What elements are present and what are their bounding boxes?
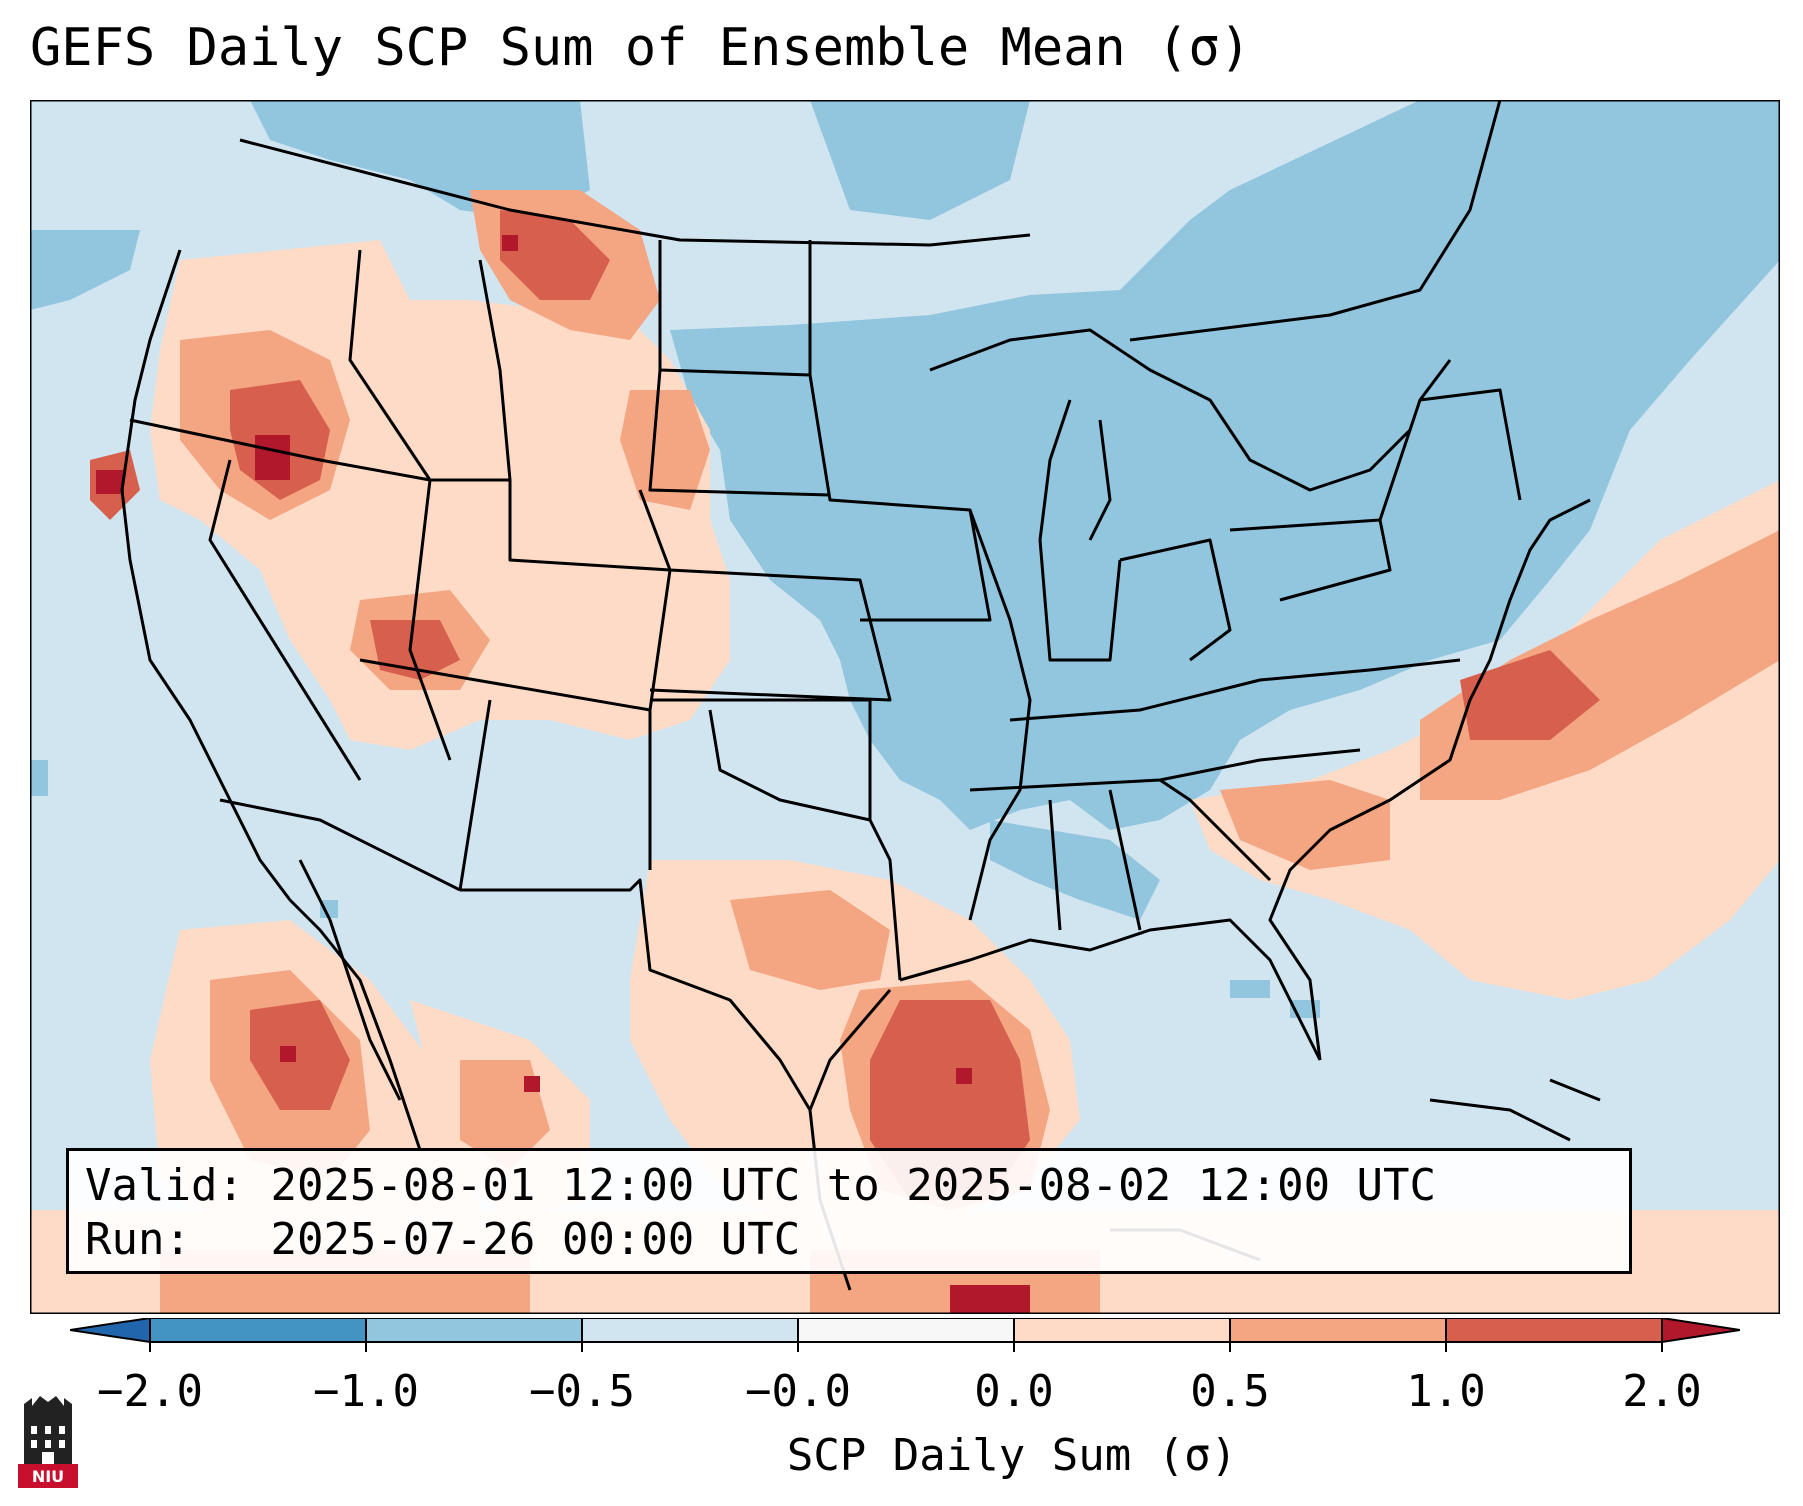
texas-outline xyxy=(460,878,892,1112)
field-central-texas xyxy=(730,890,890,990)
mississippi-river xyxy=(968,509,1032,921)
colorbar-bin-7 xyxy=(1446,1318,1662,1342)
idaho-line xyxy=(348,249,512,482)
field-black-hills xyxy=(620,390,710,510)
utah-colorado xyxy=(408,479,672,761)
colorbar-tick-label: −0.5 xyxy=(529,1366,635,1417)
east-coast xyxy=(1268,498,1591,1061)
midwest-states xyxy=(1038,538,1232,662)
colorbar-extend-high xyxy=(1661,1318,1740,1344)
niu-logo: NIU xyxy=(18,1396,78,1488)
field-mexico-core xyxy=(250,1000,350,1110)
cuba-islands xyxy=(1429,1078,1601,1142)
colorbar-bin-2 xyxy=(366,1318,582,1342)
colorbar-bin-6 xyxy=(1230,1318,1446,1342)
colorbar-bin-3 xyxy=(582,1318,798,1342)
colorbar xyxy=(70,1318,1740,1352)
validity-info-box: Valid: 2025-08-01 12:00 UTC to 2025-08-0… xyxy=(66,1148,1632,1274)
oklahoma-texas xyxy=(650,698,902,981)
northeast-states xyxy=(1229,359,1522,602)
oregon-idaho-border xyxy=(129,418,431,482)
field-south-central xyxy=(990,820,1160,920)
colorbar-tick-marks xyxy=(149,1318,1663,1352)
great-lakes-outline xyxy=(929,328,1412,541)
field-upper-midwest-northeast xyxy=(670,100,1780,830)
field-extreme-mexico-2 xyxy=(524,1076,540,1092)
field-montana-core xyxy=(500,210,610,300)
field-extreme-mexico xyxy=(280,1046,296,1062)
colorbar-label: SCP Daily Sum (σ) xyxy=(786,1430,1238,1481)
map-panel xyxy=(30,100,1780,1314)
field-gulf-speck xyxy=(1230,980,1270,998)
colorbar-tick-label: 0.5 xyxy=(1190,1366,1270,1417)
chart-title: GEFS Daily SCP Sum of Ensemble Mean (σ) xyxy=(30,18,1251,78)
colorbar-tick-label: −1.0 xyxy=(313,1366,419,1417)
southeast-states xyxy=(969,748,1361,931)
colorbar-tick-label: −2.0 xyxy=(97,1366,203,1417)
colorbar-bin-4 xyxy=(798,1318,1014,1342)
west-coast xyxy=(120,249,292,901)
us-canada-border xyxy=(239,100,1502,342)
field-extreme-montana xyxy=(502,235,518,251)
gulf-coast xyxy=(899,918,1322,1061)
colorbar-bin-1 xyxy=(150,1318,366,1342)
dakotas xyxy=(648,240,831,497)
field-extreme-bottom xyxy=(950,1285,1030,1314)
valid-label: Valid: xyxy=(85,1160,244,1211)
valid-value: 2025-08-01 12:00 UTC to 2025-08-02 12:00… xyxy=(270,1160,1437,1211)
colorbar-extend-low xyxy=(70,1318,151,1344)
four-corners xyxy=(359,658,652,891)
field-atlantic-speck xyxy=(30,760,48,796)
field-pacific-nw-offshore xyxy=(30,230,140,310)
field-georgia xyxy=(1220,780,1390,870)
extreme-positive-fields xyxy=(96,235,1030,1314)
field-canada-north xyxy=(810,100,1030,220)
field-extreme-coast xyxy=(96,470,124,494)
field-carolinas-core xyxy=(1460,650,1600,740)
boundaries xyxy=(120,100,1601,1291)
run-label: Run: xyxy=(85,1214,191,1265)
ohio-valley xyxy=(1009,658,1461,722)
nebraska-kansas xyxy=(638,489,892,702)
logo-text: NIU xyxy=(32,1467,64,1486)
field-extreme-texas xyxy=(956,1068,972,1084)
field-mexico-speck xyxy=(320,900,338,918)
colorbar-tick-label: 0.0 xyxy=(974,1366,1054,1417)
colorbar-tick-label: 1.0 xyxy=(1406,1366,1486,1417)
mexico-border xyxy=(219,798,461,1151)
field-extreme-oregon xyxy=(255,435,290,480)
colorbar-tick-label: 2.0 xyxy=(1622,1366,1702,1417)
colorbar-bin-5 xyxy=(1014,1318,1230,1342)
baja xyxy=(298,859,402,1101)
nevada-lines xyxy=(208,459,362,781)
run-value: 2025-07-26 00:00 UTC xyxy=(270,1214,801,1265)
colorbar-tick-label: −0.0 xyxy=(745,1366,851,1417)
